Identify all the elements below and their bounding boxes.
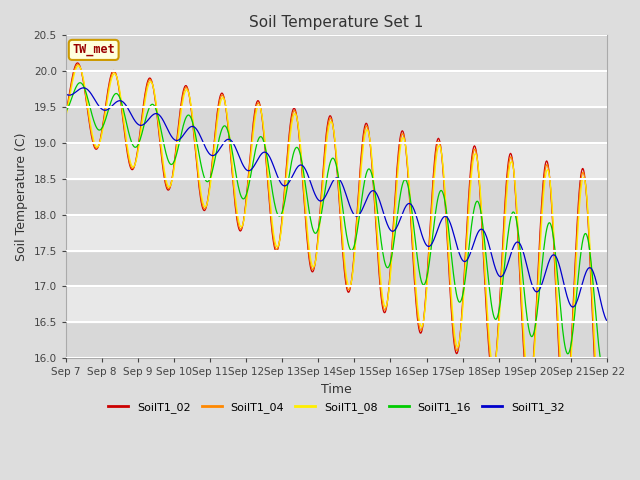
SoilT1_32 [403,202,411,208]
SoilT1_32 [212,151,220,157]
SoilT1_04 [419,324,426,329]
SoilT1_08 [403,152,411,157]
SoilT1_16 [212,153,220,159]
SoilT1_02 [183,84,191,90]
Line: SoilT1_02: SoilT1_02 [66,63,607,435]
SoilT1_32 [419,234,426,240]
SoilT1_02 [597,432,605,438]
SoilT1_04 [183,85,191,91]
SoilT1_16 [183,113,191,119]
SoilT1_32 [79,85,87,91]
Bar [66,287,607,323]
SoilT1_04 [72,64,79,70]
Bar [66,323,607,358]
SoilT1_08 [598,424,605,430]
SoilT1_16 [419,281,426,287]
SoilT1_02 [212,124,220,130]
SoilT1_16 [600,368,608,374]
SoilT1_08 [75,63,83,69]
SoilT1_08 [62,114,70,120]
SoilT1_08 [419,322,426,328]
SoilT1_16 [62,108,70,114]
SoilT1_32 [72,89,79,95]
SoilT1_32 [62,91,70,97]
SoilT1_08 [212,134,220,140]
SoilT1_02 [74,60,82,66]
Bar [66,71,607,107]
SoilT1_16 [72,85,79,91]
Legend: SoilT1_02, SoilT1_04, SoilT1_08, SoilT1_16, SoilT1_32: SoilT1_02, SoilT1_04, SoilT1_08, SoilT1_… [104,397,569,417]
Title: Soil Temperature Set 1: Soil Temperature Set 1 [249,15,424,30]
SoilT1_16 [603,359,611,365]
Text: TW_met: TW_met [72,43,115,57]
SoilT1_02 [419,325,426,331]
Line: SoilT1_32: SoilT1_32 [66,88,607,321]
SoilT1_32 [603,318,611,324]
Y-axis label: Soil Temperature (C): Soil Temperature (C) [15,132,28,261]
SoilT1_32 [183,127,191,133]
Bar [66,215,607,251]
SoilT1_04 [74,61,82,67]
SoilT1_32 [128,113,136,119]
X-axis label: Time: Time [321,383,352,396]
SoilT1_02 [72,62,79,68]
SoilT1_08 [72,67,79,72]
SoilT1_04 [603,371,611,376]
SoilT1_02 [403,156,411,161]
SoilT1_02 [62,111,70,117]
Bar [66,107,607,143]
Line: SoilT1_08: SoilT1_08 [66,66,607,427]
Bar [66,251,607,287]
SoilT1_08 [603,378,611,384]
SoilT1_04 [403,155,411,160]
SoilT1_08 [128,163,136,169]
SoilT1_16 [128,141,136,146]
Line: SoilT1_16: SoilT1_16 [66,83,607,371]
SoilT1_16 [76,80,84,85]
SoilT1_02 [128,167,136,173]
SoilT1_04 [597,429,605,434]
SoilT1_04 [128,166,136,171]
Line: SoilT1_04: SoilT1_04 [66,64,607,432]
Bar [66,143,607,179]
SoilT1_02 [603,367,611,373]
SoilT1_04 [212,128,220,133]
SoilT1_16 [403,179,411,185]
SoilT1_08 [183,87,191,93]
Bar [66,36,607,71]
SoilT1_04 [62,112,70,118]
Bar [66,179,607,215]
